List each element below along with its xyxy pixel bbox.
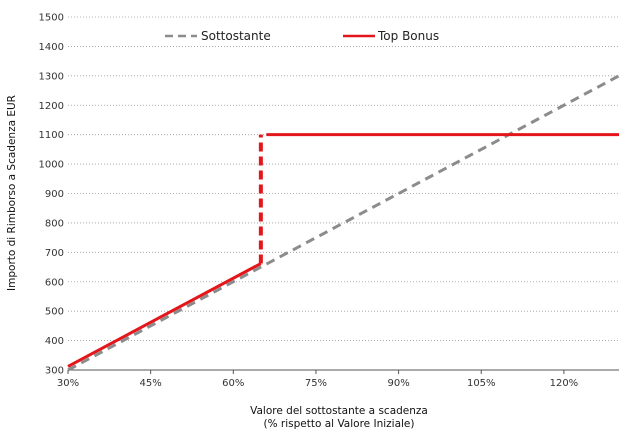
y-tick-label: 1500 [39, 13, 64, 24]
y-tick-label: 900 [45, 189, 64, 200]
x-axis-title-line-1: Valore del sottostante a scadenza [250, 405, 428, 417]
y-tick-label: 300 [45, 366, 64, 377]
x-axis-title-line-2: (% rispetto al Valore Iniziale) [264, 418, 415, 429]
x-tick-label: 75% [305, 378, 327, 389]
y-tick-label: 500 [45, 307, 64, 318]
y-tick-label: 700 [45, 248, 64, 259]
gridlines [68, 16, 619, 341]
series-line-top-bonus-segment [67, 262, 262, 368]
x-axis-ticks: 30% 45% 60% 75% 90% 105% 120% [57, 370, 578, 389]
x-tick-label: 45% [140, 378, 162, 389]
y-tick-label: 400 [45, 336, 64, 347]
x-tick-label: 120% [550, 378, 579, 389]
y-tick-label: 1200 [39, 101, 64, 112]
legend-label-sottostante: Sottostante [201, 29, 271, 43]
y-tick-label: 1100 [39, 130, 64, 141]
y-axis-title: Importo di Rimborso a Scadenza EUR [6, 95, 18, 291]
y-tick-label: 800 [45, 218, 64, 229]
x-tick-label: 105% [467, 378, 496, 389]
y-tick-label: 1000 [39, 160, 64, 171]
x-tick-label: 60% [222, 378, 244, 389]
legend-label-top-bonus: Top Bonus [377, 29, 439, 43]
x-tick-label: 90% [387, 378, 409, 389]
y-tick-label: 600 [45, 277, 64, 288]
y-axis-ticks: 300 400 500 600 700 800 900 1000 1100 1200 1300 140… [39, 13, 64, 377]
y-tick-label: 1400 [39, 42, 64, 53]
y-tick-label: 1300 [39, 71, 64, 82]
legend: Sottostante Top Bonus [165, 29, 439, 43]
x-tick-label: 30% [57, 378, 79, 389]
series-layer [67, 74, 619, 372]
